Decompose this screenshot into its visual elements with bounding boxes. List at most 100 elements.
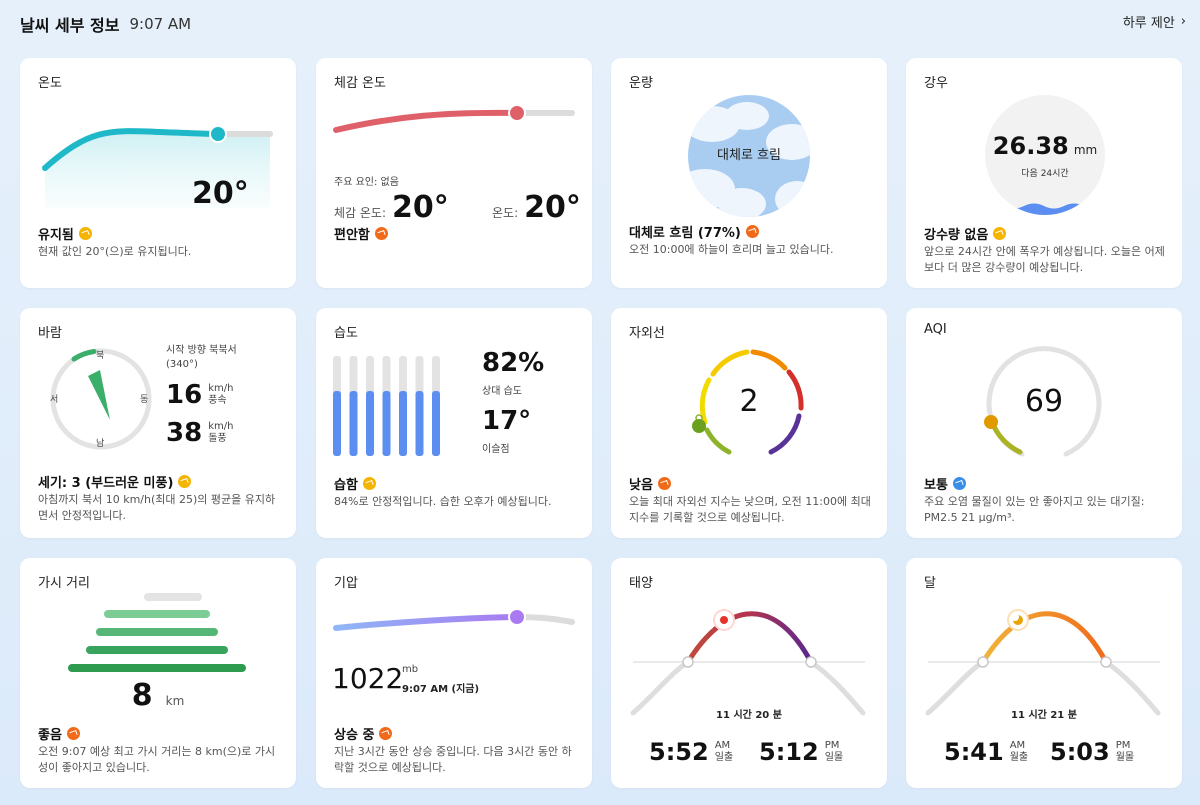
status: 세기: 3 (부드러운 미풍) <box>38 472 192 491</box>
trend-icon <box>362 477 376 490</box>
wind-gust: 38 <box>166 418 203 448</box>
card-title: 온도 <box>38 76 62 91</box>
description: 오전 10:00에 하늘이 흐리며 늘고 있습니다. <box>629 243 834 256</box>
humidity-bar-fill <box>349 391 358 456</box>
card-title: 운량 <box>629 76 653 91</box>
temperature-card[interactable]: 온도 20° 유지됨 현재 값인 20°(으)로 유지됩니다. <box>20 58 296 288</box>
trend-icon <box>657 477 671 490</box>
wind-speed: 16 <box>166 380 203 410</box>
pressure-time: 9:07 AM (지금) <box>402 684 480 695</box>
wind-arrow-icon <box>88 370 110 420</box>
card-title: 습도 <box>334 326 358 341</box>
humidity-bar-fill <box>432 391 440 456</box>
sun-arc <box>630 609 866 716</box>
pressure-card[interactable]: 기압 1022 mb 9:07 AM (지금) 상승 중 지난 3시간 동안 상… <box>316 558 592 788</box>
status: 대체로 흐림 (77%) <box>629 222 759 241</box>
humidity-bar-fill <box>382 391 391 456</box>
feels-like-graph <box>333 104 575 133</box>
sun-card[interactable]: 태양 11 시간 20 분 5:52 AM 일출 5:12 PM 일몰 <box>611 558 887 788</box>
temperature-value: 20° <box>192 176 249 211</box>
trend-icon <box>374 227 388 240</box>
uv-marker <box>692 419 706 433</box>
status: 강수량 없음 <box>924 224 1007 243</box>
compass-s: 남 <box>96 439 105 449</box>
moon-arc <box>925 609 1161 716</box>
visibility-card[interactable]: 가시 거리 8 km 좋음 오전 9:07 예상 최고 가시 거리는 8 km(… <box>20 558 296 788</box>
rain-gauge <box>985 95 1105 215</box>
status: 보통 <box>924 474 966 493</box>
card-title: 강우 <box>924 76 948 91</box>
sunrise-time: 5:52 <box>649 738 709 766</box>
daily-suggestion-link[interactable]: 하루 제안 › <box>1123 12 1186 31</box>
feels-like-card[interactable]: 체감 온도 주요 요인: 없음 체감 온도: 20° 온도: 20° 편안함 <box>316 58 592 288</box>
status: 습함 <box>334 474 376 493</box>
compass-w: 서 <box>50 395 59 405</box>
trend-icon <box>993 227 1007 240</box>
rain-unit: mm <box>1073 143 1098 157</box>
description: 현재 값인 20°(으)로 유지됩니다. <box>38 245 192 258</box>
aqi-value: 69 <box>1024 384 1064 419</box>
card-title: 기압 <box>334 576 358 591</box>
moon-card[interactable]: 달 11 시간 21 분 5:41 AM 월출 5:03 PM 월몰 <box>906 558 1182 788</box>
pressure-graph <box>333 608 575 631</box>
dew-point-label: 이슬점 <box>482 444 510 455</box>
trend-icon <box>745 225 759 238</box>
uv-index-card[interactable]: 자외선 2 낮음 오늘 최대 자외선 지수는 낮으며, 오전 11:00에 최대… <box>611 308 887 538</box>
wind-direction: 시작 방향 북북서 (340°) <box>166 345 237 370</box>
rain-value: 26.38 <box>992 132 1069 160</box>
uv-gauge <box>692 349 804 455</box>
precipitation-card[interactable]: 강우 26.38 mm 다음 24시간 강수량 없음 앞으로 24시간 안에 폭… <box>906 58 1182 288</box>
card-title: AQI <box>924 322 947 337</box>
description: 앞으로 24시간 안에 폭우가 예상됩니다. 오늘은 어제보다 더 많은 강수량… <box>924 245 1165 274</box>
moonrise-time: 5:41 <box>944 738 1004 766</box>
wind-gust-unit: km/h <box>208 421 234 432</box>
visibility-bars <box>68 593 246 672</box>
trend-icon <box>952 477 966 490</box>
description: 오늘 최대 자외선 지수는 낮으며, 오전 11:00에 최대 지수를 기록할 … <box>629 495 871 524</box>
temp-value: 20° <box>524 190 581 225</box>
humidity-bar-fill <box>366 391 374 456</box>
page-title: 날씨 세부 정보 <box>20 16 120 35</box>
humidity-bar-fill <box>333 391 341 456</box>
sunset-time: 5:12 <box>759 738 819 766</box>
daily-suggestion-label: 하루 제안 <box>1122 16 1175 31</box>
temperature-graph <box>42 125 273 208</box>
description: 84%로 안정적입니다. 습한 오후가 예상됩니다. <box>334 495 552 508</box>
dew-point-value: 17° <box>482 406 532 436</box>
card-title: 체감 온도 <box>334 76 386 91</box>
current-time: 9:07 AM <box>129 15 192 33</box>
wind-card[interactable]: 바람 북 남 서 동 시작 방향 북북서 (340°) 16 km/h 풍속 38 … <box>20 308 296 538</box>
cloud-center-label: 대체로 흐림 <box>717 148 781 163</box>
trend-icon <box>379 727 393 740</box>
description: 지난 3시간 동안 상승 중입니다. 다음 3시간 동안 하락할 것으로 예상됩… <box>334 745 572 774</box>
moonset-time: 5:03 <box>1050 738 1110 766</box>
cloud-icon <box>688 95 810 217</box>
daylight-duration: 11 시간 20 분 <box>716 710 782 721</box>
compass-n: 북 <box>96 351 105 361</box>
temp-label: 온도: <box>492 206 519 220</box>
visibility-unit: km <box>165 694 185 708</box>
humidity-bar-fill <box>415 391 424 456</box>
wind-compass <box>50 348 152 450</box>
uv-value: 2 <box>739 384 759 419</box>
cloud-cover-card[interactable]: 운량 대체로 흐림 대체로 흐림 (77%) 오전 10:00에 하늘이 흐리며… <box>611 58 887 288</box>
aqi-card[interactable]: AQI 69 보통 주요 오염 물질이 있는 안 좋아지고 있는 대기질: PM… <box>906 308 1182 538</box>
chevron-right-icon: › <box>1180 14 1186 29</box>
feels-like-label: 체감 온도: <box>334 206 387 220</box>
aqi-marker <box>984 415 998 429</box>
description: 주요 오염 물질이 있는 안 좋아지고 있는 대기질: PM2.5 21 μg/… <box>924 495 1145 524</box>
compass-e: 동 <box>140 395 149 405</box>
humidity-bar-fill <box>399 391 407 456</box>
wind-gust-label: 돌풍 <box>208 433 227 444</box>
status: 상승 중 <box>334 724 393 743</box>
pressure-unit: mb <box>402 664 419 675</box>
description: 아침까지 북서 10 km/h(최대 25)의 평균을 유지하면서 안정적입니다… <box>38 493 276 522</box>
card-title: 바람 <box>38 326 62 341</box>
humidity-label: 상대 습도 <box>482 386 522 397</box>
humidity-card[interactable]: 습도 82% 상대 습도 17° 이슬점 습함 84%로 안정적입니다. 습한 … <box>316 308 592 538</box>
pressure-value: 1022 <box>332 662 404 695</box>
main-factor: 주요 요인: 없음 <box>334 177 399 188</box>
description: 오전 9:07 예상 최고 가시 거리는 8 km(으)로 가시성이 좋아지고 … <box>38 745 276 774</box>
rain-sub: 다음 24시간 <box>1021 169 1069 179</box>
feels-like-value: 20° <box>392 190 449 225</box>
